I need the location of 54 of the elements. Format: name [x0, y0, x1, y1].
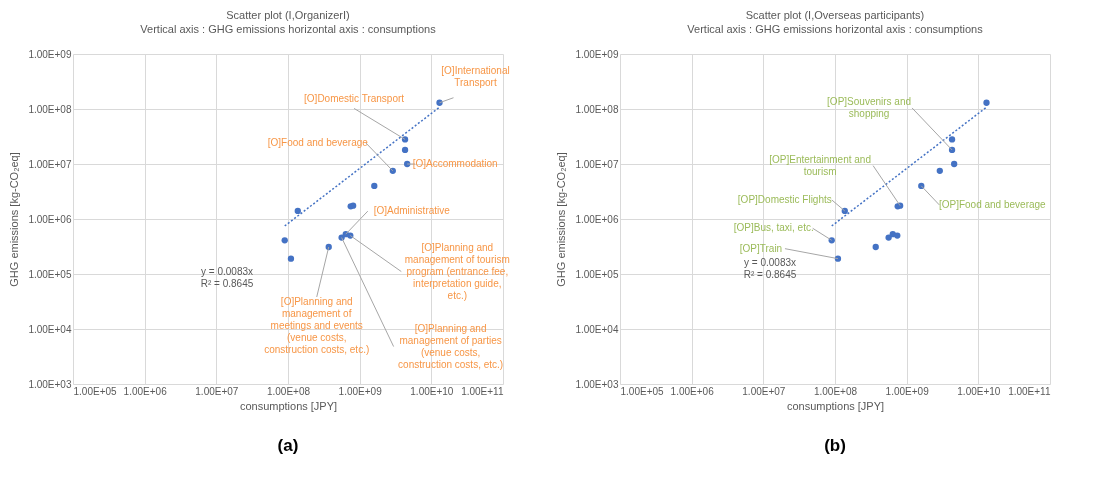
y-tick-label: 1.00E+05 — [575, 268, 619, 280]
annotation: [OP]Food and beverage — [938, 198, 1047, 210]
y-tick-label: 1.00E+07 — [575, 158, 619, 170]
annotation: [OP]Train — [739, 242, 783, 254]
x-tick-label: 1.00E+09 — [885, 385, 930, 397]
annotation: [O]Planning and management of meetings and events (venue costs, construction costs, etc.) — [264, 295, 370, 355]
y-tick-label: 1.00E+06 — [28, 213, 72, 225]
annotation: [O]Planning and management of parties (venue costs, construction costs, etc.) — [398, 322, 504, 370]
x-tick-label: 1.00E+05 — [73, 385, 118, 397]
annotation: y = 0.0083x R² = 0.8645 — [200, 266, 254, 289]
y-tick-label: 1.00E+09 — [575, 48, 619, 60]
x-tick-label: 1.00E+10 — [410, 385, 454, 397]
annotation: [O]Administrative — [373, 205, 451, 217]
x-tick-label: 1.00E+05 — [620, 385, 665, 397]
annotation: [OP]Bus, taxi, etc. — [733, 222, 814, 234]
y-tick-label: 1.00E+04 — [28, 323, 72, 335]
x-tick-label: 1.00E+11 — [1008, 385, 1051, 397]
chart-title: Scatter plot (I,OrganizerI) — [226, 9, 350, 21]
annotation: [O]Food and beverage — [267, 136, 369, 148]
y-tick-label: 1.00E+08 — [28, 103, 72, 115]
annotation: [OP]Domestic Flights — [737, 193, 832, 205]
x-tick-label: 1.00E+09 — [338, 385, 383, 397]
chart-subtitle: Vertical axis : GHG emissions horizontal axis : consumptions — [687, 23, 984, 35]
x-tick-label: 1.00E+06 — [123, 385, 168, 397]
annotation: [OP]Souvenirs and shopping — [827, 95, 912, 119]
annotation: y = 0.0083x R² = 0.8645 — [743, 257, 797, 280]
x-tick-label: 1.00E+08 — [266, 385, 311, 397]
y-tick-label: 1.00E+04 — [575, 323, 619, 335]
x-tick-label: 1.00E+07 — [742, 385, 786, 397]
chart-title: Scatter plot (I,Overseas participants) — [745, 9, 925, 21]
text: (b) — [824, 436, 846, 455]
y-tick-label: 1.00E+05 — [28, 268, 72, 280]
annotation: [O]International Transport — [441, 64, 510, 88]
annotation: [O]Accommodation — [412, 158, 498, 169]
x-tick-label: 1.00E+10 — [957, 385, 1001, 397]
annotation: [O]Planning and management of tourism program (entrance fee, interpretation guide, etc.) — [404, 241, 510, 301]
x-tick-label: 1.00E+08 — [813, 385, 858, 397]
x-axis-title: consumptions [JPY] — [239, 399, 338, 412]
x-tick-label: 1.00E+07 — [195, 385, 239, 397]
x-tick-label: 1.00E+11 — [461, 385, 504, 397]
y-tick-label: 1.00E+07 — [28, 158, 72, 170]
y-tick-label: 1.00E+09 — [28, 48, 72, 60]
y-tick-label: 1.00E+06 — [575, 213, 619, 225]
x-tick-label: 1.00E+06 — [670, 385, 715, 397]
x-axis-title: consumptions [JPY] — [786, 399, 885, 412]
text: (a) — [277, 436, 299, 455]
y-tick-label: 1.00E+08 — [575, 103, 619, 115]
annotation: [O]Domestic Transport — [304, 93, 405, 105]
y-tick-label: 1.00E+03 — [575, 378, 619, 390]
y-axis-title: GHG emissions [kg-CO₂eq] — [555, 152, 568, 287]
y-axis-title: GHG emissions [kg-CO₂eq] — [8, 152, 21, 287]
chart-subtitle: Vertical axis : GHG emissions horizontal axis : consumptions — [140, 23, 437, 35]
y-tick-label: 1.00E+03 — [28, 378, 72, 390]
annotation: [OP]Entertainment and tourism — [769, 153, 871, 177]
